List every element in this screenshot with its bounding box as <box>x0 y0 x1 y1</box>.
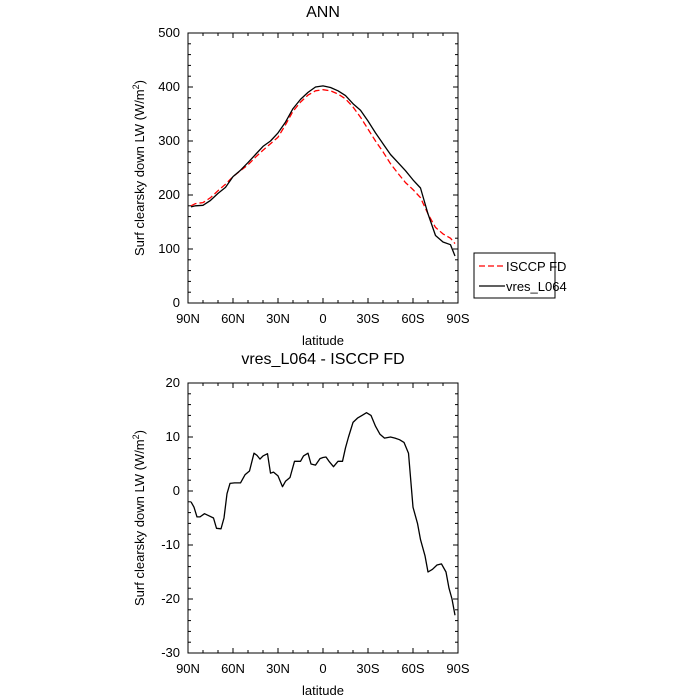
top-y-ticks: 0 100 200 300 400 500 <box>158 25 458 310</box>
y-tick-label: 10 <box>166 429 180 444</box>
y-tick-label: -30 <box>161 645 180 660</box>
bottom-plot-area <box>190 412 456 616</box>
y-tick-label: 400 <box>158 79 180 94</box>
x-tick-label: 90S <box>446 661 469 676</box>
bottom-x-ticks: 90N 60N 30N 0 30S 60S 90S <box>176 383 470 676</box>
bottom-chart-title: vres_L064 - ISCCP FD <box>241 351 404 368</box>
x-tick-label: 90S <box>446 311 469 326</box>
x-tick-label: 30N <box>266 311 290 326</box>
x-tick-label: 60N <box>221 661 245 676</box>
x-tick-label: 60S <box>401 311 424 326</box>
bottom-plot-frame <box>187 382 459 654</box>
x-tick-label: 0 <box>319 661 326 676</box>
x-tick-label: 30N <box>266 661 290 676</box>
top-plot-frame <box>187 32 459 304</box>
legend-box <box>473 252 556 299</box>
top-x-ticks: 90N 60N 30N 0 30S 60S 90S <box>176 33 470 326</box>
x-tick-label: 90N <box>176 661 200 676</box>
x-tick-label: 90N <box>176 311 200 326</box>
bottom-panel: vres_L064 - ISCCP FD 90N 60N 30N 0 30S 60S 90S… <box>131 351 470 698</box>
series-line-difference <box>190 412 456 616</box>
x-tick-label: 30S <box>356 311 379 326</box>
x-tick-label: 30S <box>356 661 379 676</box>
series-line-isccp-fd <box>190 89 456 245</box>
y-tick-label: 300 <box>158 133 180 148</box>
top-chart-title: ANN <box>306 4 340 21</box>
y-tick-label: -20 <box>161 591 180 606</box>
bottom-x-axis-label: latitude <box>302 683 344 698</box>
series-line-vres-l064 <box>190 85 456 257</box>
y-tick-label: 100 <box>158 241 180 256</box>
top-plot-area <box>190 85 456 257</box>
x-tick-label: 60N <box>221 311 245 326</box>
bottom-y-axis-label: Surf clearsky down LW (W/m2) <box>131 430 147 606</box>
legend-label-vres-l064: vres_L064 <box>506 279 567 294</box>
legend: ISCCP FD vres_L064 <box>473 252 567 299</box>
top-x-axis-label: latitude <box>302 333 344 348</box>
y-tick-label: 0 <box>173 483 180 498</box>
bottom-y-ticks: -30 -20 -10 0 10 20 <box>161 375 458 660</box>
x-tick-label: 60S <box>401 661 424 676</box>
top-panel: ANN 90N 60N 30N 0 30S 60S 90S 0 100 200 300 400 500… <box>131 4 567 348</box>
legend-label-isccp-fd: ISCCP FD <box>506 259 566 274</box>
y-tick-label: 500 <box>158 25 180 40</box>
y-tick-label: 20 <box>166 375 180 390</box>
y-tick-label: -10 <box>161 537 180 552</box>
x-tick-label: 0 <box>319 311 326 326</box>
top-y-axis-label: Surf clearsky down LW (W/m2) <box>131 80 147 256</box>
y-tick-label: 0 <box>173 295 180 310</box>
y-tick-label: 200 <box>158 187 180 202</box>
